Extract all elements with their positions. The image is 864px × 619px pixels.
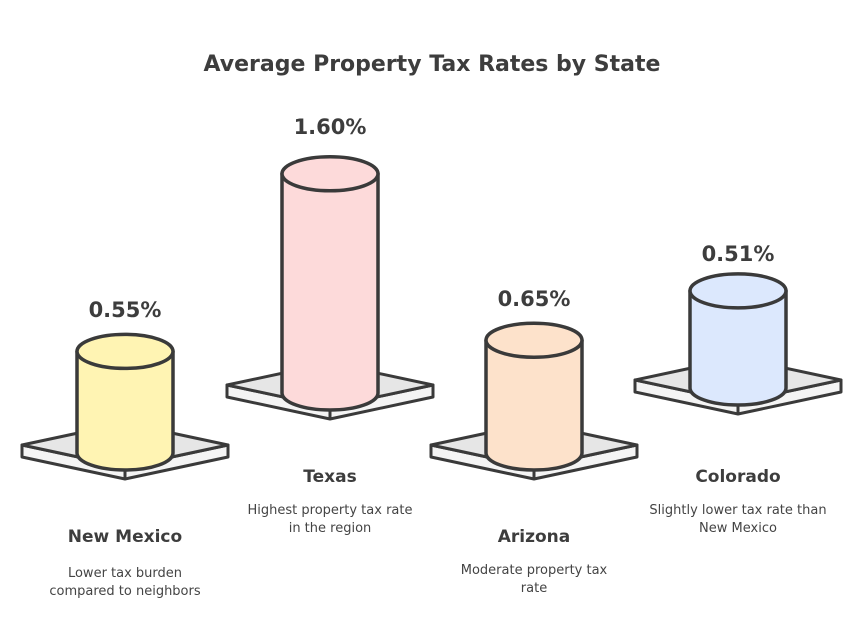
bar-body-texas bbox=[280, 172, 380, 412]
chart-title: Average Property Tax Rates by State bbox=[203, 52, 661, 77]
bar-top-new-mexico bbox=[75, 332, 175, 371]
bar-body-arizona bbox=[484, 338, 584, 472]
category-label-colorado: Colorado bbox=[695, 467, 781, 487]
value-label-new-mexico: 0.55% bbox=[88, 298, 162, 322]
bar-body-colorado bbox=[688, 289, 788, 407]
bar-top-colorado bbox=[688, 272, 788, 310]
value-label-colorado: 0.51% bbox=[701, 242, 775, 266]
category-label-arizona: Arizona bbox=[497, 527, 571, 547]
value-label-texas: 1.60% bbox=[293, 115, 367, 139]
value-label-arizona: 0.65% bbox=[497, 287, 571, 311]
description-colorado: Slightly lower tax rate than New Mexico bbox=[649, 503, 827, 536]
bar-top-arizona bbox=[484, 321, 584, 359]
bar-body-new-mexico bbox=[75, 349, 175, 472]
bar-top-texas bbox=[280, 155, 380, 193]
description-new-mexico: Lower tax burden compared to neighbors bbox=[49, 566, 201, 599]
description-texas: Highest property tax rate in the region bbox=[247, 503, 413, 536]
category-label-texas: Texas bbox=[303, 467, 357, 487]
category-label-new-mexico: New Mexico bbox=[67, 527, 183, 547]
description-arizona: Moderate property tax rate bbox=[460, 563, 608, 596]
